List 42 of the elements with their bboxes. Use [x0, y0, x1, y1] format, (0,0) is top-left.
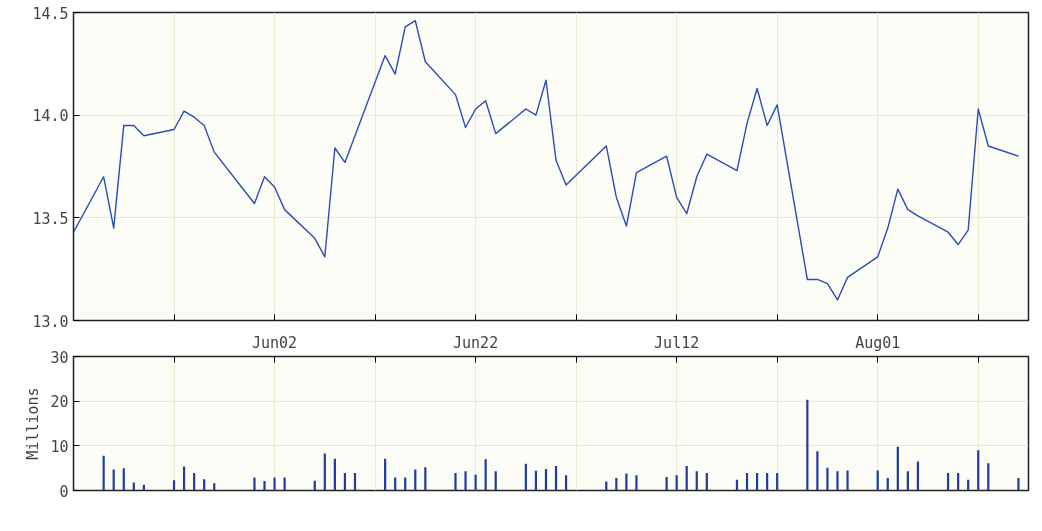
y-tick-label: 30 — [50, 348, 69, 367]
x-tick-label: Jun22 — [453, 333, 499, 352]
bar — [484, 459, 487, 491]
bar — [806, 399, 809, 491]
bar — [987, 463, 990, 491]
bar — [826, 467, 829, 491]
bar — [424, 467, 427, 491]
bar — [906, 471, 909, 491]
bar — [122, 468, 125, 491]
bar — [464, 471, 467, 491]
bar — [635, 475, 638, 491]
line-series — [73, 20, 1020, 301]
bar — [916, 461, 920, 491]
bar — [323, 453, 326, 491]
bar — [977, 450, 980, 491]
y-tick-label: 20 — [50, 393, 69, 412]
bar — [665, 477, 668, 491]
x-tick-label: Jun02 — [251, 333, 298, 352]
bar — [836, 471, 839, 491]
y-tick-label: 10 — [50, 437, 69, 456]
bar — [474, 474, 477, 491]
bar — [283, 477, 286, 491]
bar — [263, 481, 266, 491]
bar — [846, 470, 849, 491]
y-axis-title: Millions — [24, 387, 43, 460]
x-tick-label: Aug01 — [855, 333, 901, 352]
x-tick-label: Jul12 — [654, 333, 700, 352]
bar — [816, 451, 819, 491]
bar — [454, 473, 457, 491]
bar — [625, 473, 628, 491]
y-tick-label: 14.5 — [32, 4, 69, 23]
y-tick-label: 13.0 — [32, 312, 69, 331]
y-tick-label: 13.5 — [32, 209, 69, 228]
bar — [695, 471, 698, 491]
y-tick-label: 0 — [59, 482, 69, 501]
bar — [1017, 477, 1020, 491]
bar — [876, 470, 879, 491]
bar — [273, 477, 276, 491]
bar — [494, 471, 497, 491]
y-tick-label: 14.0 — [32, 107, 69, 126]
bar — [253, 477, 256, 491]
bar — [182, 466, 186, 491]
